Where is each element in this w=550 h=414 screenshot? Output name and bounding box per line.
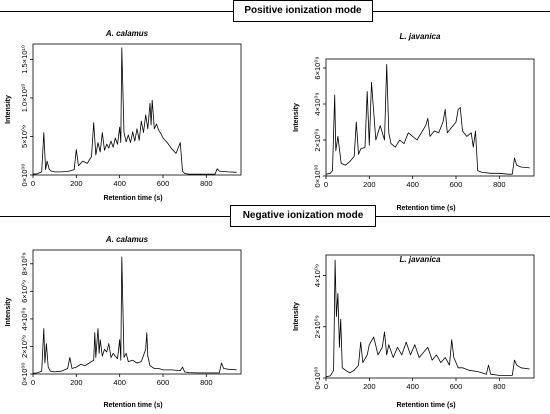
neg-javanica-xtick-label: 400 <box>406 382 419 391</box>
pos-calamus-title: A. calamus <box>105 29 149 38</box>
neg-javanica-xtick-label: 0 <box>324 382 328 391</box>
pos-javanica-xtick-label: 200 <box>363 180 376 189</box>
neg-calamus-xtick-label: 400 <box>113 378 126 387</box>
neg-javanica-panel: L. javanica 0 200 400 600 800 0×10⁰⁰ 2×10⁰⁹ 4×10… <box>293 254 535 409</box>
neg-calamus-ytick-label: 8×10⁰⁹ <box>20 252 29 275</box>
neg-calamus-xtick-label: 0 <box>31 378 35 387</box>
pos-calamus-xtick-label: 200 <box>70 179 83 188</box>
neg-calamus-xtick-label: 600 <box>157 378 170 387</box>
neg-javanica-ylabel: Intensity <box>293 302 300 331</box>
neg-calamus-panel: A. calamus 0 200 400 600 800 0×10⁰⁰ 2×10⁰⁹ 4×10⁰… <box>5 235 242 409</box>
neg-calamus-ytick-label: 6×10⁰⁹ <box>20 280 29 303</box>
pos-javanica-xlabel: Retention time (s) <box>396 205 455 212</box>
positive-mode-header: Positive ionization mode <box>0 0 550 22</box>
pos-calamus-xlabel: Retention time (s) <box>103 195 162 202</box>
pos-javanica-trace <box>325 64 530 175</box>
positive-mode-label: Positive ionization mode <box>233 0 373 22</box>
pos-javanica-xtick-label: 400 <box>406 180 419 189</box>
neg-javanica-xtick-label: 600 <box>450 382 463 391</box>
pos-javanica-title: L. javanica <box>400 32 441 41</box>
neg-calamus-ytick-label: 4×10⁰⁹ <box>20 307 29 330</box>
pos-javanica-ytick-label: 6×10⁰⁹ <box>313 56 322 79</box>
neg-javanica-plot-frame <box>325 254 535 379</box>
pos-calamus-plot-frame <box>32 43 242 176</box>
pos-calamus-ytick-label: 1.5×10¹⁰ <box>20 45 29 74</box>
negative-mode-label: Negative ionization mode <box>230 205 376 227</box>
neg-calamus-ytick-label: 2×10⁰⁹ <box>20 335 29 358</box>
pos-javanica-ylabel: Intensity <box>293 103 300 132</box>
neg-calamus-title: A. calamus <box>105 235 149 244</box>
neg-javanica-title: L. javanica <box>400 255 441 264</box>
pos-javanica-plot-frame <box>325 58 535 177</box>
neg-javanica-xtick-label: 200 <box>363 382 376 391</box>
pos-calamus-trace <box>32 47 237 175</box>
pos-javanica-ytick-label: 4×10⁰⁹ <box>313 92 322 115</box>
pos-javanica-ytick-label: 0×10⁰⁰ <box>313 165 322 188</box>
pos-calamus-ytick-label: 0×10⁰⁰ <box>20 164 29 187</box>
pos-calamus-xtick-label: 400 <box>113 179 126 188</box>
pos-calamus-ylabel: Intensity <box>5 95 12 124</box>
pos-calamus-xtick-label: 600 <box>157 179 170 188</box>
neg-calamus-ylabel: Intensity <box>5 298 12 327</box>
neg-calamus-trace <box>32 256 237 374</box>
neg-calamus-ytick-label: 0×10⁰⁰ <box>20 363 29 386</box>
neg-javanica-xlabel: Retention time (s) <box>396 402 455 409</box>
pos-calamus-xtick-label: 800 <box>200 179 213 188</box>
negative-mode-header: Negative ionization mode <box>0 205 550 227</box>
pos-calamus-xtick-label: 0 <box>31 179 35 188</box>
pos-calamus-ytick-label: 1.0×10¹⁰ <box>20 84 29 113</box>
pos-javanica-panel: L. javanica 0 200 400 600 800 0×10⁰⁰ 2×10⁰⁹ 4×10… <box>293 32 535 212</box>
neg-javanica-ytick-label: 2×10⁰⁹ <box>313 315 322 338</box>
pos-calamus-ytick-label: 5×10⁰⁹ <box>20 125 29 148</box>
pos-javanica-xtick-label: 800 <box>493 180 506 189</box>
pos-javanica-xtick-label: 0 <box>324 180 328 189</box>
neg-javanica-xtick-label: 800 <box>493 382 506 391</box>
neg-calamus-xtick-label: 800 <box>200 378 213 387</box>
neg-javanica-ytick-label: 0×10⁰⁰ <box>313 367 322 390</box>
neg-calamus-plot-frame <box>32 249 242 375</box>
neg-javanica-trace <box>325 259 530 378</box>
neg-calamus-xtick-label: 200 <box>70 378 83 387</box>
neg-calamus-xlabel: Retention time (s) <box>103 402 162 409</box>
neg-javanica-ytick-label: 4×10⁰⁹ <box>313 264 322 287</box>
pos-calamus-panel: A. calamus 0 200 400 600 800 0×10⁰⁰ 5×10⁰⁹ 1.0×1… <box>5 29 242 202</box>
pos-javanica-ytick-label: 2×10⁰⁹ <box>313 128 322 151</box>
pos-javanica-xtick-label: 600 <box>450 180 463 189</box>
